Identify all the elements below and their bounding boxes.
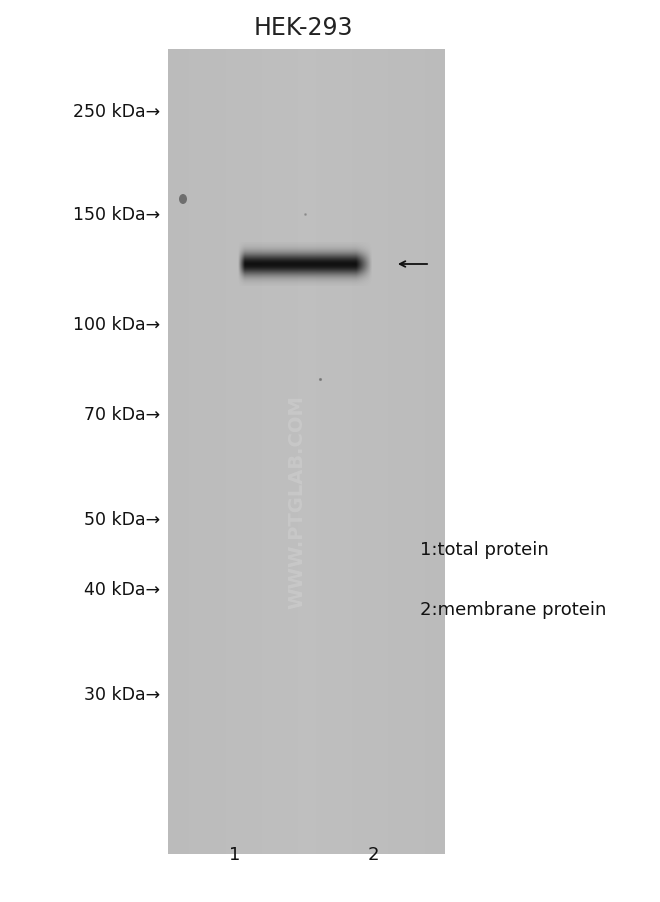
Text: 250 kDa→: 250 kDa→ (73, 103, 160, 121)
Text: 30 kDa→: 30 kDa→ (84, 686, 160, 704)
Text: 2: 2 (367, 845, 379, 863)
Bar (168, 50, 445, 854)
Text: 1:total protein: 1:total protein (420, 540, 548, 558)
Text: 100 kDa→: 100 kDa→ (73, 316, 160, 334)
Text: 70 kDa→: 70 kDa→ (84, 406, 160, 424)
Text: 1: 1 (228, 845, 240, 863)
Text: 2:membrane protein: 2:membrane protein (420, 601, 607, 618)
Text: 150 kDa→: 150 kDa→ (73, 206, 160, 224)
Ellipse shape (179, 195, 187, 205)
Text: 40 kDa→: 40 kDa→ (84, 580, 160, 598)
Text: WWW.PTGLAB.COM: WWW.PTGLAB.COM (287, 395, 306, 609)
Text: 50 kDa→: 50 kDa→ (84, 511, 160, 529)
Text: HEK-293: HEK-293 (254, 16, 353, 40)
